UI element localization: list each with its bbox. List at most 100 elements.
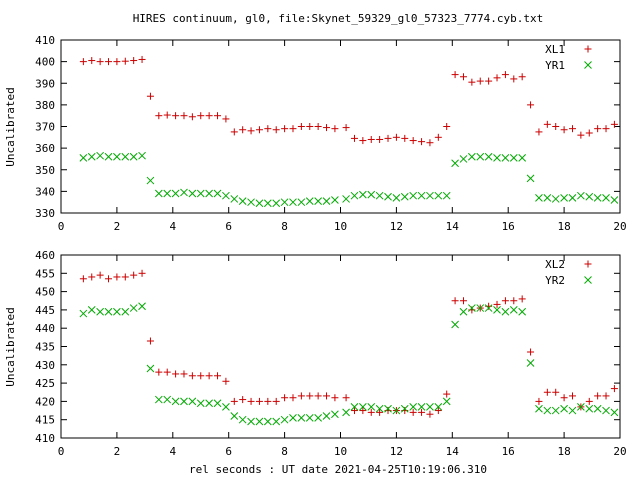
marker-stroke <box>230 412 239 420</box>
data-point-xl2 <box>121 273 129 281</box>
y-tick-label: 350 <box>35 164 55 177</box>
data-point-yr2 <box>568 406 577 415</box>
marker-stroke <box>509 306 518 314</box>
marker-stroke <box>305 414 314 422</box>
data-point-xl1 <box>180 112 188 120</box>
data-point-xl2 <box>105 275 113 283</box>
data-point-yr2 <box>459 307 468 316</box>
data-point-yr1 <box>272 199 281 208</box>
data-point-yr1 <box>459 155 468 163</box>
marker-stroke <box>375 404 384 413</box>
data-point-yr2 <box>434 403 443 411</box>
data-point-xl1 <box>214 112 222 120</box>
data-point-yr1 <box>417 191 426 200</box>
marker-stroke <box>459 155 468 163</box>
marker-stroke <box>180 397 188 406</box>
y-tick-label: 450 <box>35 286 55 299</box>
data-point-xl2 <box>79 275 87 283</box>
data-point-yr1 <box>493 154 501 162</box>
data-point-yr2 <box>129 304 138 312</box>
data-point-yr2 <box>384 404 392 413</box>
data-point-xl1 <box>602 125 610 133</box>
marker-stroke <box>375 191 384 200</box>
x-tick-label: 8 <box>281 220 288 233</box>
marker-stroke <box>113 152 121 161</box>
data-point-yr1 <box>484 152 493 161</box>
data-point-xl2 <box>331 394 339 402</box>
marker-stroke <box>468 304 476 312</box>
marker-stroke <box>434 403 443 411</box>
data-point-xl2 <box>88 273 96 281</box>
marker-stroke <box>121 152 130 161</box>
data-point-yr1 <box>222 191 230 200</box>
marker-stroke <box>247 417 255 426</box>
data-point-yr2 <box>484 304 493 312</box>
data-point-yr2 <box>230 412 239 420</box>
data-point-yr2 <box>417 403 426 411</box>
marker-stroke <box>96 151 104 160</box>
data-point-yr2 <box>146 364 155 373</box>
data-point-yr1 <box>96 151 104 160</box>
data-point-xl1 <box>577 131 585 139</box>
marker-stroke <box>417 403 426 411</box>
marker-stroke <box>384 404 392 413</box>
marker-stroke <box>593 404 602 413</box>
data-point-xl1 <box>384 134 392 142</box>
x-tick-label: 14 <box>446 220 460 233</box>
data-point-yr1 <box>400 192 409 201</box>
data-point-yr1 <box>163 189 172 198</box>
data-point-yr1 <box>367 190 376 199</box>
marker-stroke <box>593 194 602 202</box>
data-point-yr1 <box>518 154 527 162</box>
x-tick-label: 12 <box>390 220 403 233</box>
marker-stroke <box>560 194 568 202</box>
data-point-xl2 <box>163 368 171 376</box>
marker-stroke <box>280 415 289 424</box>
y-tick-label: 410 <box>35 432 55 445</box>
data-point-yr1 <box>434 191 443 200</box>
x-tick-label: 0 <box>58 445 65 458</box>
marker-stroke <box>87 152 96 161</box>
marker-stroke <box>263 417 272 426</box>
marker-stroke <box>213 399 222 408</box>
data-point-yr1 <box>442 191 451 200</box>
data-point-xl2 <box>264 397 272 405</box>
data-point-xl2 <box>297 392 305 400</box>
marker-stroke <box>551 195 560 203</box>
marker-stroke <box>196 399 205 408</box>
marker-stroke <box>263 199 272 208</box>
marker-stroke <box>359 190 367 199</box>
x-tick-label: 20 <box>613 220 626 233</box>
marker-stroke <box>322 197 331 205</box>
data-point-xl1 <box>585 129 593 137</box>
data-point-yr1 <box>87 152 96 161</box>
data-point-yr2 <box>359 403 367 411</box>
marker-stroke <box>289 198 297 207</box>
data-point-yr2 <box>322 412 331 420</box>
data-point-xl1 <box>443 123 451 130</box>
x-tick-label: 2 <box>114 220 121 233</box>
legend-label-yr2: YR2 <box>545 274 565 287</box>
data-point-xl1 <box>392 133 400 141</box>
data-point-yr2 <box>113 307 121 316</box>
data-point-xl1 <box>331 125 339 133</box>
data-point-yr2 <box>305 414 314 422</box>
data-point-xl2 <box>314 392 322 400</box>
data-point-yr1 <box>171 189 180 198</box>
data-point-yr1 <box>113 152 121 161</box>
data-point-xl1 <box>264 125 272 133</box>
marker-stroke <box>314 414 322 422</box>
marker-stroke <box>104 307 113 316</box>
x-axis-label: rel seconds : UT date 2021-04-25T10:19:0… <box>189 463 487 476</box>
data-point-yr2 <box>610 408 619 417</box>
legend-label-yr1: YR1 <box>545 59 565 72</box>
data-point-xl2 <box>367 408 375 416</box>
marker-stroke <box>476 304 485 312</box>
data-point-yr1 <box>451 159 459 168</box>
marker-stroke <box>484 152 493 161</box>
marker-stroke <box>163 395 172 404</box>
y-axis-label: Uncalibrated <box>4 307 17 386</box>
series-xl2 <box>79 269 618 418</box>
marker-stroke <box>468 152 476 161</box>
